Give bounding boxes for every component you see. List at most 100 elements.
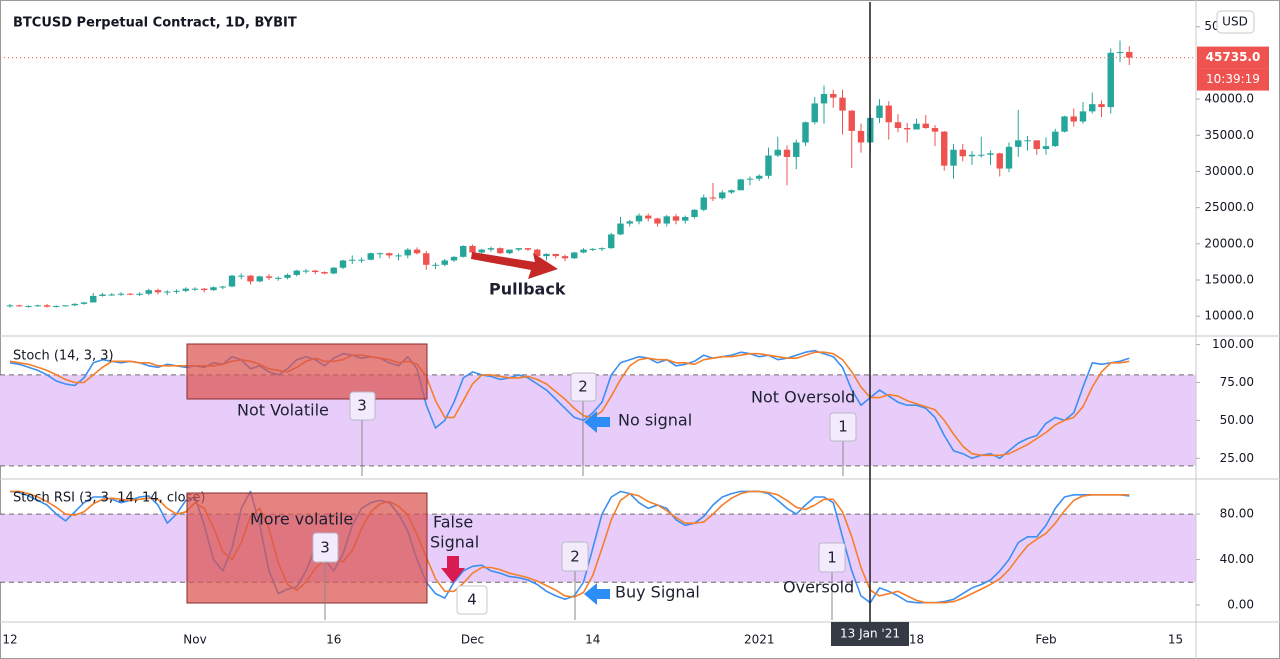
candle-body [108, 294, 115, 296]
candle-body [839, 97, 846, 111]
candle-body [802, 122, 809, 143]
candle-body [931, 128, 939, 132]
candle-body [16, 305, 23, 307]
candle-body [210, 287, 217, 291]
y-tick-label: 0.00 [1227, 597, 1254, 611]
candle-body [487, 248, 495, 250]
y-tick-label: 40000.0 [1204, 92, 1254, 106]
currency-badge[interactable] [1216, 10, 1255, 34]
candle-body [848, 110, 855, 131]
candle-body [238, 275, 245, 277]
number-box [829, 412, 857, 442]
candle-body [349, 259, 356, 261]
annotation: 4 [467, 591, 477, 609]
arrow [584, 411, 610, 433]
x-tick-label: 2021 [744, 633, 775, 647]
annotation: More volatile [250, 510, 353, 529]
candle-body [700, 197, 707, 210]
annotation: No signal [618, 411, 692, 430]
candle-body [413, 249, 421, 254]
candle-body [478, 249, 485, 253]
candle-body [793, 142, 800, 157]
candle-body [885, 105, 892, 123]
candle-body [145, 290, 152, 294]
candle-body [1079, 111, 1087, 122]
candle-body [589, 248, 596, 250]
pane-title: Stoch (14, 3, 3) [13, 349, 114, 364]
candle-body [617, 223, 624, 235]
candle-body [959, 149, 966, 157]
candle-body [136, 293, 143, 295]
last-price-box [1197, 46, 1269, 69]
candle-body [709, 197, 717, 199]
annotation: Signal [430, 533, 479, 552]
y-tick-label: 35000.0 [1204, 128, 1254, 142]
annotation: Pullback [489, 280, 566, 299]
annotation: Not Oversold [751, 388, 855, 407]
candle-body [191, 288, 199, 290]
candle-body [654, 218, 661, 224]
candle-body [571, 252, 578, 259]
candle-body [386, 253, 393, 256]
candle-body [756, 175, 763, 179]
number-box [456, 585, 488, 615]
y-tick-label: 100.00 [1212, 337, 1254, 351]
crosshair-label: 13 Jan '21 [840, 627, 900, 641]
candle-body [987, 153, 994, 155]
candle-body [367, 253, 374, 260]
y-tick-label: 15000.0 [1204, 273, 1254, 287]
number-box [570, 372, 597, 402]
band-fill [0, 514, 1196, 583]
candle-body [524, 248, 532, 250]
candle-body [894, 122, 902, 129]
candle-body [469, 245, 476, 253]
x-tick-label: 14 [585, 633, 600, 647]
candle-body [691, 209, 698, 218]
y-tick-label: 30000.0 [1204, 164, 1254, 178]
candle-body [830, 94, 837, 98]
candle-body [6, 305, 14, 307]
candle-body [857, 130, 865, 143]
candle-body [728, 190, 735, 193]
number-box [561, 541, 589, 572]
candle-body [543, 253, 550, 257]
pane-title: BTCUSD Perpetual Contract, 1D, BYBIT [13, 16, 297, 31]
candle-body [608, 234, 615, 249]
candle-body [284, 274, 291, 278]
candle-body [626, 221, 633, 224]
candle-body [71, 303, 78, 306]
candle-body [423, 253, 430, 265]
candle-body [1042, 146, 1050, 150]
candle-body [201, 288, 208, 291]
candle-body [293, 270, 300, 275]
candle-body [497, 248, 504, 254]
candle-body [561, 256, 569, 259]
candle-body [339, 260, 347, 268]
annotation: Buy Signal [615, 583, 700, 602]
candle-body [34, 305, 41, 307]
candle-body [154, 290, 162, 293]
y-tick-label: 25.00 [1220, 451, 1254, 465]
arrow [441, 556, 465, 583]
candle-body [321, 272, 328, 274]
candle-body [302, 270, 310, 272]
candle-body [1061, 116, 1068, 132]
annotations: Pullback Not Volatile 3 No signal 2 Not … [186, 252, 857, 620]
candle-body [173, 290, 180, 292]
candle-body [182, 288, 189, 291]
candle-body [598, 248, 606, 250]
annotation: 2 [570, 548, 580, 566]
countdown-box [1197, 68, 1269, 91]
x-tick-label: Feb [1035, 633, 1056, 647]
candle-body [127, 293, 134, 295]
y-tick-label: 50.00 [1220, 413, 1254, 427]
candle-body [783, 149, 791, 157]
candle-body [358, 259, 365, 261]
candle-body [515, 248, 522, 250]
candle-body [80, 302, 88, 304]
x-tick-label: 12 [2, 633, 17, 647]
candle-body [265, 276, 273, 278]
candle-body [1024, 140, 1031, 142]
candle-body [247, 275, 254, 282]
